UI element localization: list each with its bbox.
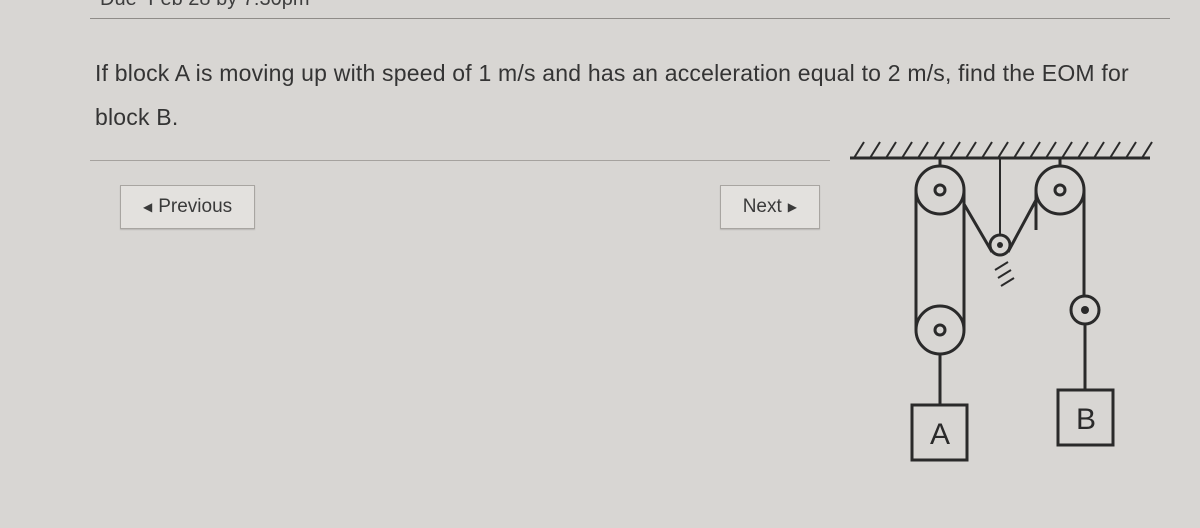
previous-button-label: Previous	[158, 196, 232, 218]
due-date: Feb 28 by 7:30pm	[148, 0, 309, 10]
due-label: Due	[100, 0, 137, 10]
nav-row: ◀ Previous Next ▶	[120, 185, 820, 229]
due-row: Due Feb 28 by 7:30pm	[100, 0, 309, 11]
question-text: If block A is moving up with speed of 1 …	[95, 52, 1170, 139]
block-b-label: B	[1076, 403, 1096, 436]
divider-mid	[90, 160, 830, 161]
chevron-right-icon: ▶	[788, 201, 797, 213]
block-a-label: A	[930, 418, 950, 451]
previous-button[interactable]: ◀ Previous	[120, 185, 255, 229]
pulley-diagram: A B	[840, 130, 1160, 500]
divider-top	[90, 18, 1170, 19]
next-button-label: Next	[743, 196, 782, 218]
assignment-page: Due Feb 28 by 7:30pm If block A is movin…	[0, 0, 1200, 528]
chevron-left-icon: ◀	[143, 201, 152, 213]
next-button[interactable]: Next ▶	[720, 185, 820, 229]
